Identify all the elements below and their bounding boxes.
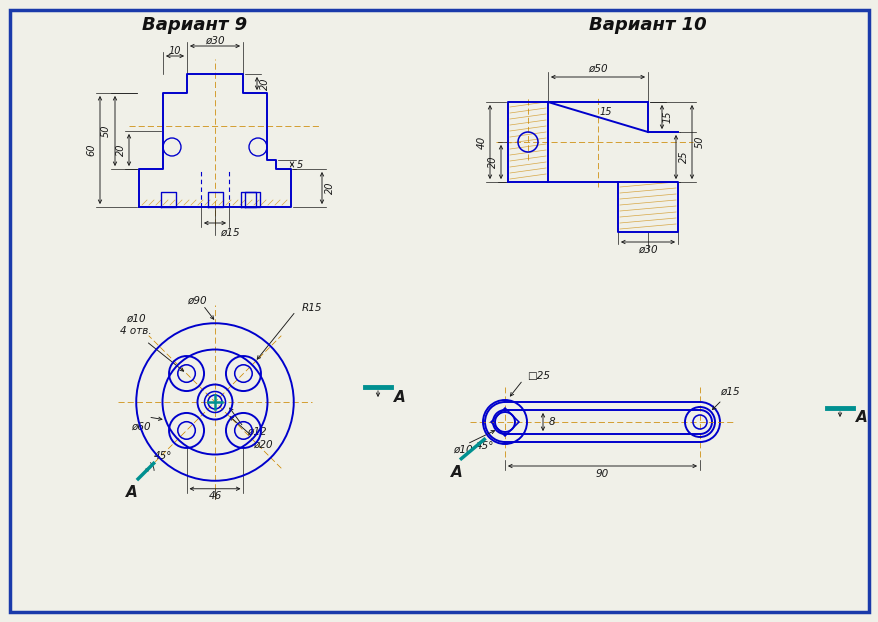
- Text: ø90: ø90: [187, 295, 206, 305]
- Text: 25: 25: [678, 151, 688, 163]
- Text: ø50: ø50: [587, 64, 607, 74]
- Text: A: A: [126, 485, 138, 500]
- Text: A: A: [451, 465, 463, 480]
- Text: 15: 15: [662, 111, 673, 123]
- Text: ø10: ø10: [453, 445, 472, 455]
- Text: 4 отв.: 4 отв.: [120, 327, 152, 337]
- Text: 50: 50: [694, 136, 704, 148]
- Text: 8: 8: [549, 417, 555, 427]
- Text: A: A: [855, 411, 867, 425]
- Text: ø20: ø20: [252, 440, 272, 450]
- Text: 20: 20: [487, 156, 498, 168]
- Text: 45°: 45°: [154, 451, 172, 461]
- Text: □25: □25: [527, 371, 550, 381]
- Text: 46: 46: [208, 491, 221, 501]
- Text: ø10: ø10: [126, 313, 146, 323]
- Text: 45°: 45°: [475, 440, 493, 450]
- Text: 50: 50: [101, 125, 111, 137]
- Text: 40: 40: [477, 136, 486, 149]
- Text: 5: 5: [297, 160, 303, 170]
- Text: 90: 90: [594, 469, 608, 479]
- Text: 20: 20: [325, 182, 335, 194]
- Text: 60: 60: [86, 144, 96, 156]
- Text: ø12: ø12: [248, 427, 267, 437]
- Text: ø15: ø15: [220, 228, 240, 238]
- Text: ø60: ø60: [132, 422, 151, 432]
- Text: ø30: ø30: [637, 245, 657, 255]
- Text: ø30: ø30: [205, 36, 225, 46]
- Text: ø15: ø15: [719, 387, 739, 397]
- Text: 20: 20: [260, 78, 270, 90]
- Text: 10: 10: [169, 46, 181, 56]
- Text: A: A: [393, 391, 406, 406]
- Text: R15: R15: [301, 304, 322, 313]
- Text: 20: 20: [116, 144, 126, 156]
- Text: Вариант 10: Вариант 10: [588, 16, 706, 34]
- Text: 15: 15: [599, 107, 612, 117]
- Text: Вариант 9: Вариант 9: [142, 16, 248, 34]
